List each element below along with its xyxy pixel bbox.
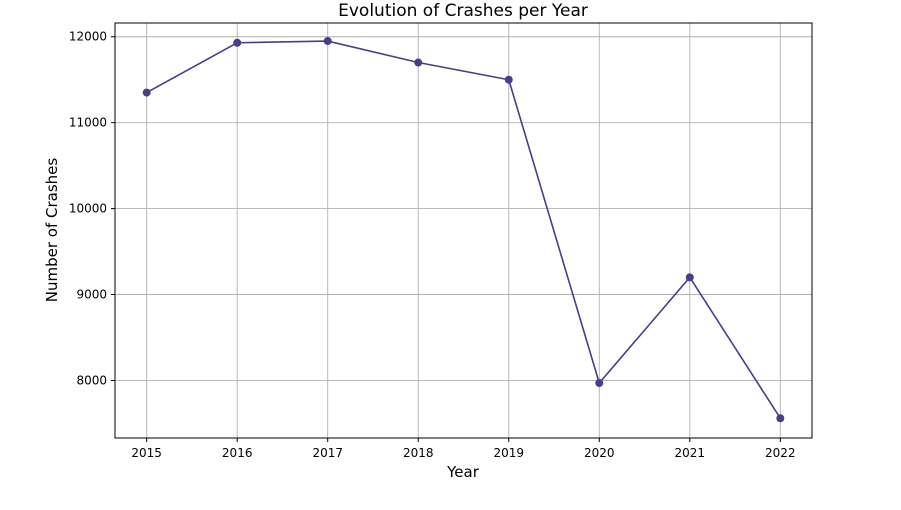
chart-title: Evolution of Crashes per Year bbox=[338, 1, 588, 21]
grid bbox=[115, 23, 812, 438]
data-point bbox=[504, 75, 513, 84]
x-axis-label: Year bbox=[446, 463, 480, 481]
x-tick-label: 2022 bbox=[765, 446, 796, 460]
data-point bbox=[776, 414, 785, 423]
x-tick-label: 2020 bbox=[584, 446, 615, 460]
data-point bbox=[233, 38, 242, 47]
y-tick-label: 12000 bbox=[69, 30, 107, 44]
y-tick-label: 11000 bbox=[69, 116, 107, 130]
axes: 2015 2016 2017 2018 2019 2020 2021 2022 8000 9000… bbox=[69, 22, 813, 460]
x-tick-label: 2019 bbox=[493, 446, 524, 460]
data-point bbox=[595, 379, 604, 388]
y-axis-label: Number of Crashes bbox=[43, 158, 61, 303]
data-point bbox=[323, 37, 332, 46]
y-tick-label: 8000 bbox=[76, 373, 107, 387]
series-layer bbox=[142, 37, 785, 423]
plot-frame bbox=[114, 22, 813, 439]
y-tick-label: 9000 bbox=[76, 288, 107, 302]
series-line bbox=[146, 40, 781, 419]
x-tick-label: 2015 bbox=[131, 446, 162, 460]
data-point bbox=[414, 58, 423, 67]
data-point bbox=[142, 88, 151, 97]
x-tick-label: 2021 bbox=[675, 446, 706, 460]
x-tick-label: 2016 bbox=[222, 446, 253, 460]
x-tick-label: 2017 bbox=[312, 446, 343, 460]
y-tick-label: 10000 bbox=[69, 202, 107, 216]
data-point bbox=[685, 273, 694, 282]
x-tick-label: 2018 bbox=[403, 446, 434, 460]
